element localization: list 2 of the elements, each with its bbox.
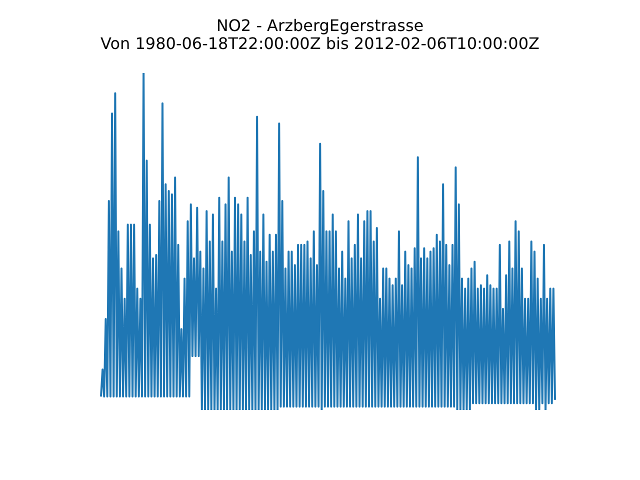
chart-subtitle: Von 1980-06-18T22:00:00Z bis 2012-02-06T10:00:00Z xyxy=(100,34,540,53)
chart-title: NO2 - ArzbergEgerstrasse xyxy=(215,16,425,35)
